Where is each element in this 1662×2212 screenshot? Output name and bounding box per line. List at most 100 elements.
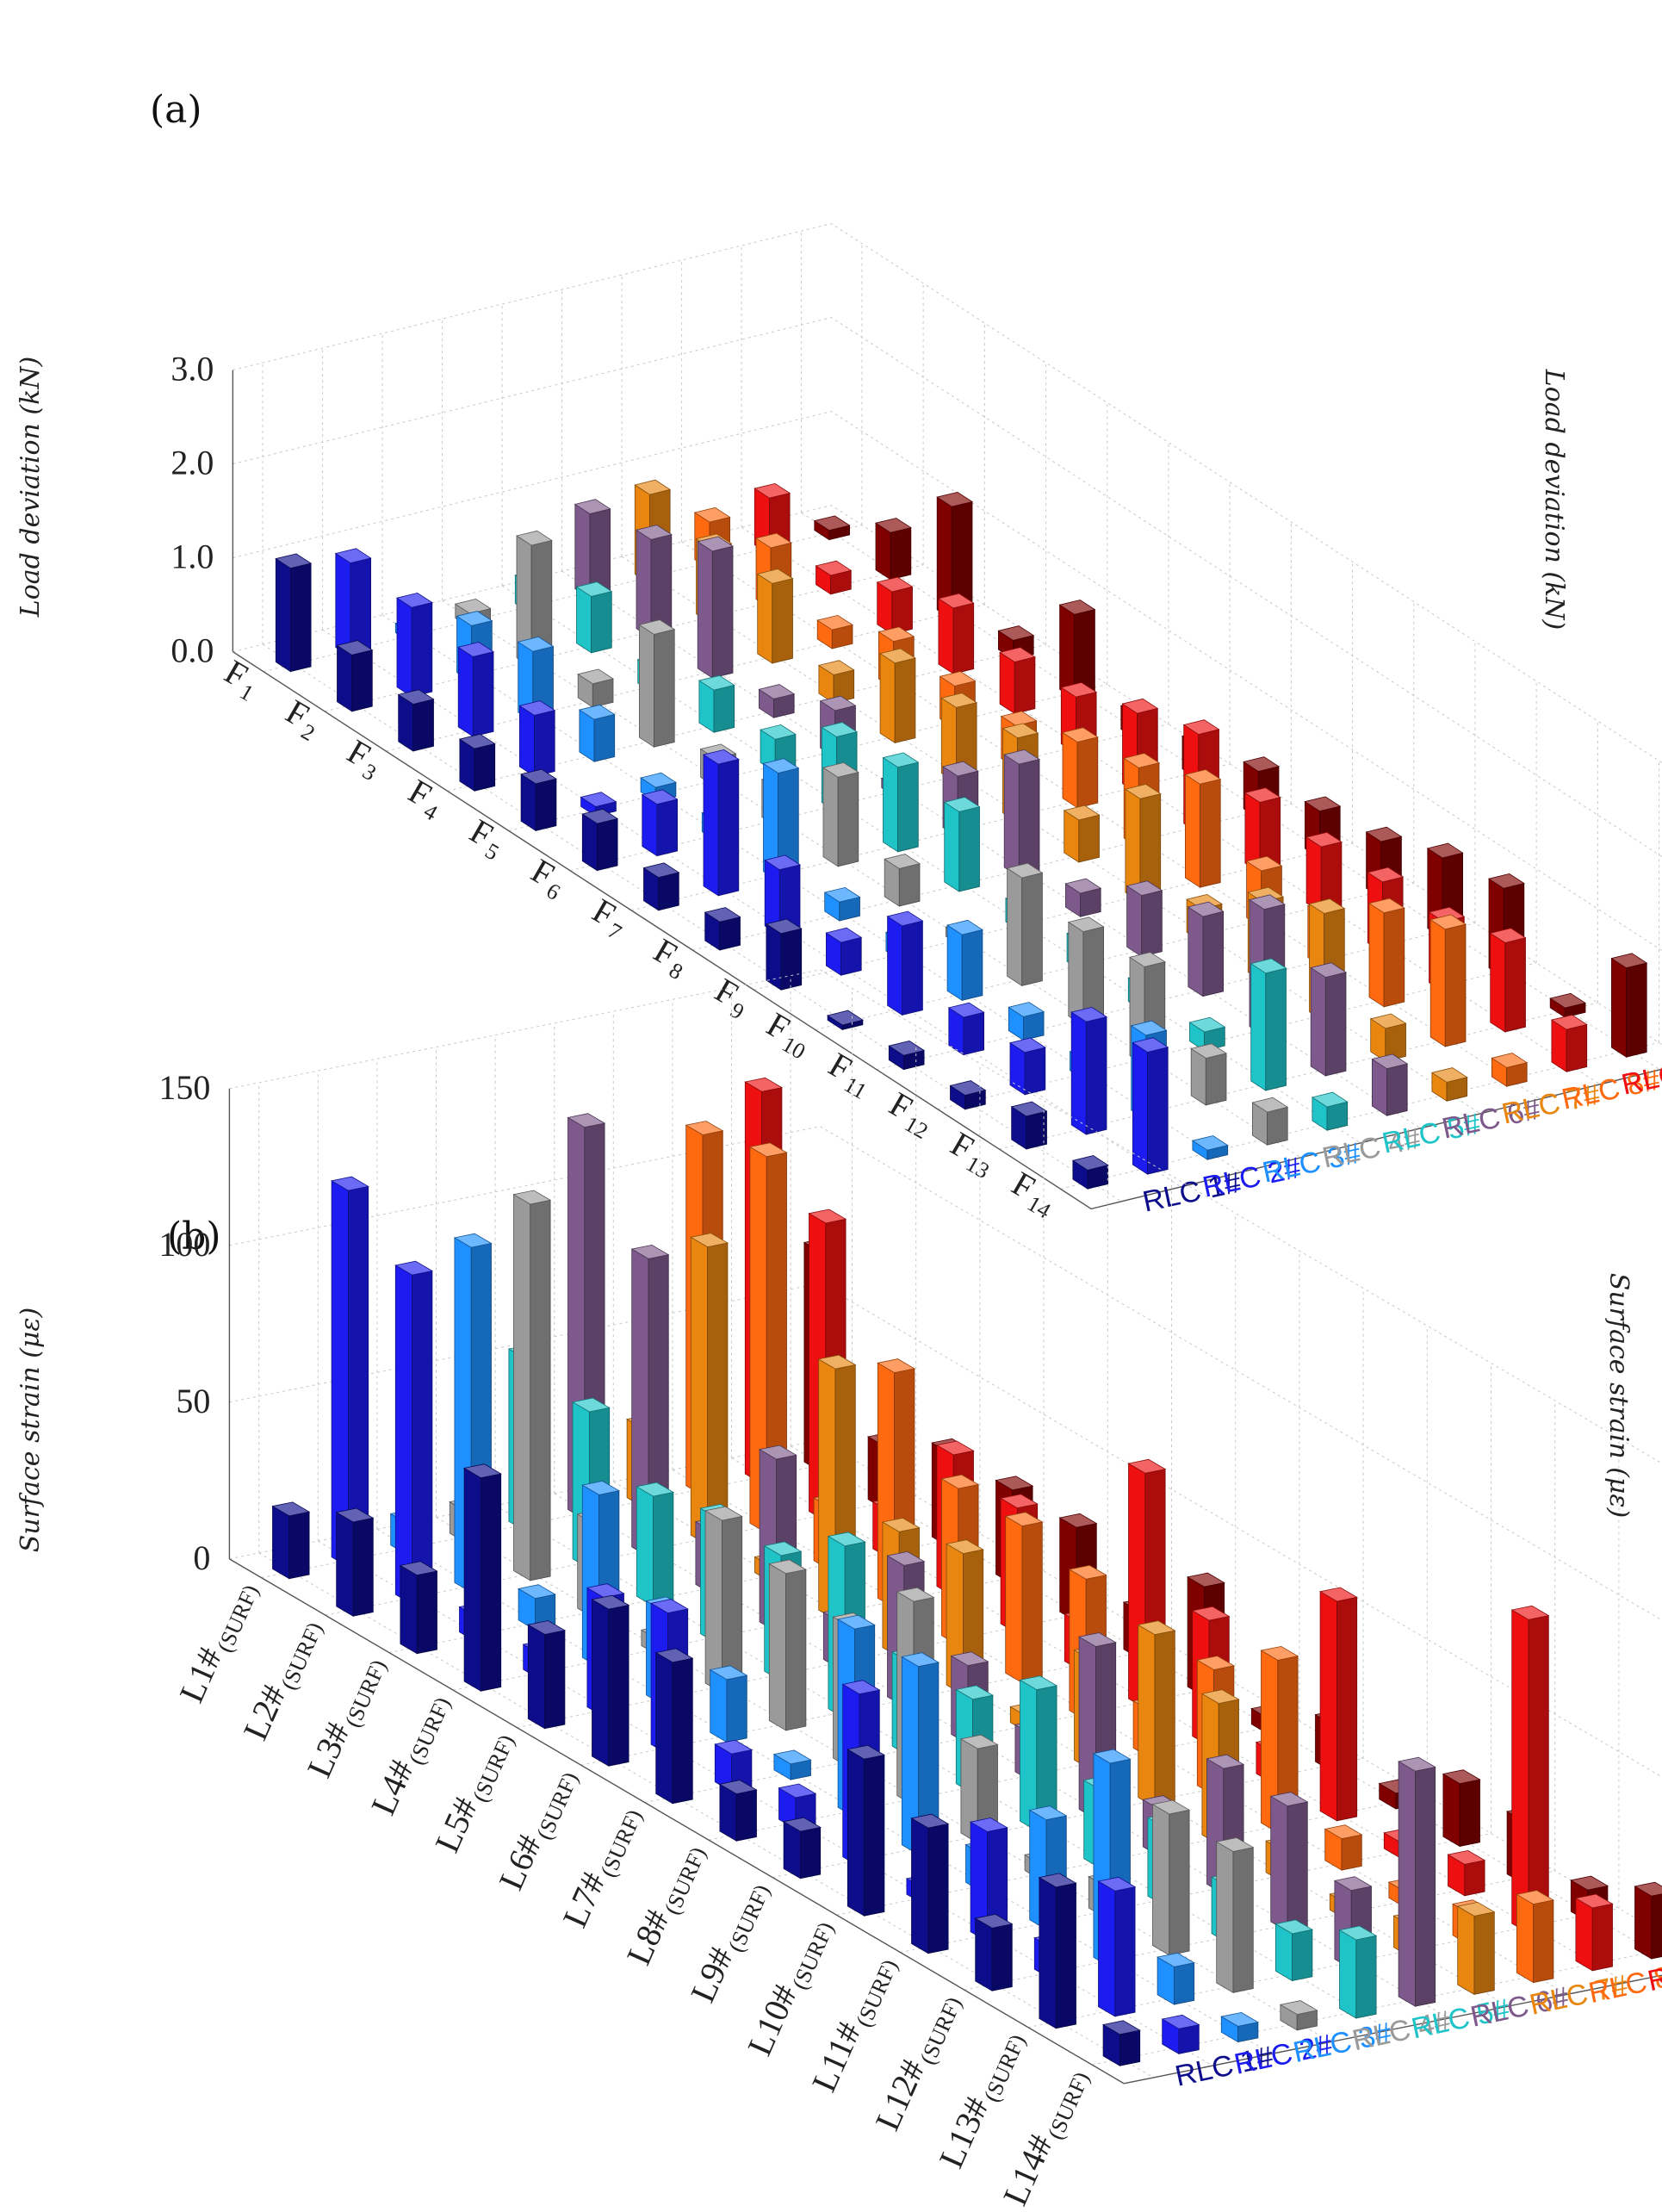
category-label: L1#(SURF): [171, 1574, 264, 1710]
bar-top-face: [877, 1358, 916, 1374]
bar-top-face: [1324, 1824, 1363, 1840]
bar-top-face: [1184, 769, 1222, 785]
bar-side-face: [1464, 1860, 1485, 1897]
bar: [756, 569, 794, 664]
bar-top-face: [1038, 1873, 1077, 1888]
bar: [630, 1244, 670, 1557]
bar-top-face: [1570, 1875, 1609, 1891]
bar: [399, 1561, 438, 1655]
bar-side-face: [958, 806, 980, 892]
bar-top-face: [943, 797, 981, 812]
bar-top-face: [1397, 1756, 1436, 1772]
bar-top-face: [755, 532, 792, 549]
bar-front-face: [822, 767, 839, 867]
bar: [959, 1734, 999, 1843]
bar-side-face: [726, 1675, 747, 1743]
bar-front-face: [1005, 1515, 1023, 1684]
bar: [697, 536, 734, 679]
bar-side-face: [717, 758, 740, 897]
bar-side-face: [840, 936, 862, 976]
z-tick-label-left: 2.0: [171, 444, 214, 482]
bar: [1010, 1101, 1048, 1150]
bar-top-face: [399, 1561, 438, 1576]
category-label-text: L7#: [555, 1867, 612, 1933]
bar-top-face: [571, 1397, 611, 1413]
bar: [1004, 1512, 1044, 1684]
bar-top-face: [778, 1783, 817, 1799]
bar: [394, 1260, 434, 1606]
bar-side-face: [1085, 1016, 1107, 1135]
bar-top-face: [1305, 831, 1343, 848]
bar-top-face: [884, 854, 921, 869]
bar-front-face: [1152, 1804, 1170, 1956]
bar-side-face: [735, 1789, 757, 1842]
bar-top-face: [580, 792, 617, 807]
bar: [765, 918, 803, 991]
bar-top-face: [1549, 992, 1586, 1009]
bar: [1429, 914, 1467, 1047]
bar: [690, 1233, 729, 1546]
bar-side-face: [1533, 1899, 1554, 1984]
category-label: L4#(SURF): [363, 1686, 456, 1822]
bar-front-face: [1132, 1041, 1148, 1175]
bar-front-face: [457, 646, 474, 737]
bar-top-face: [640, 772, 677, 788]
bar-side-face: [1202, 910, 1224, 997]
bar-top-face: [841, 1680, 881, 1695]
floor-gridline: [262, 643, 1122, 1202]
bar: [581, 808, 619, 872]
floor-gridline: [621, 556, 1481, 1115]
bar: [641, 789, 679, 857]
category-label: F13: [942, 1124, 1002, 1184]
bar: [638, 619, 676, 748]
bar-top-face: [697, 536, 734, 552]
bar-side-face: [1154, 1630, 1175, 1808]
bar-top-face: [822, 761, 859, 778]
bar-top-face: [1010, 1101, 1048, 1117]
bar-side-face: [961, 929, 983, 1001]
bar-top-face: [636, 525, 673, 540]
bar-top-face: [693, 506, 731, 523]
bar-front-face: [337, 644, 353, 712]
bar-top-face: [772, 1749, 812, 1765]
bar-top-face: [690, 1233, 729, 1248]
bar: [516, 530, 553, 668]
bar: [578, 704, 616, 762]
bar-top-face: [703, 749, 740, 765]
bar-top-face: [1429, 914, 1467, 930]
bar: [1124, 784, 1162, 903]
bar-top-face: [1002, 723, 1039, 739]
bar: [937, 593, 975, 674]
bar-front-face: [642, 793, 658, 857]
bar-side-face: [1024, 1047, 1046, 1096]
bar-side-face: [1076, 736, 1099, 809]
bar-top-face: [704, 1506, 743, 1521]
bar-top-face: [815, 560, 853, 576]
bar-front-face: [396, 597, 412, 698]
bar: [758, 684, 796, 718]
bar: [1062, 727, 1099, 809]
bar-top-face: [825, 927, 863, 943]
bar-side-face: [1014, 656, 1036, 714]
bar-front-face: [944, 801, 960, 892]
bar-side-face: [1141, 890, 1163, 957]
bar-top-face: [453, 1233, 493, 1248]
bar: [1006, 862, 1044, 987]
category-label-subscript: (SURF): [212, 1581, 264, 1656]
bar-front-face: [1398, 1761, 1416, 2007]
bar-front-face: [946, 924, 963, 1002]
bar-front-face: [1138, 1624, 1156, 1808]
z-gridline: [233, 317, 1662, 858]
bar: [772, 1749, 812, 1780]
z-axis-title-right: Load deviation (kN): [1539, 369, 1569, 630]
bar-side-face: [411, 601, 433, 698]
bar-side-face: [1265, 967, 1287, 1091]
bar-top-face: [1060, 681, 1098, 698]
bar-front-face: [1429, 918, 1446, 1047]
z-tick-label-left: 100: [158, 1225, 210, 1264]
bar: [879, 648, 916, 744]
bar-side-face: [654, 629, 675, 748]
bar-top-face: [959, 1734, 999, 1749]
bar-top-face: [816, 614, 853, 631]
